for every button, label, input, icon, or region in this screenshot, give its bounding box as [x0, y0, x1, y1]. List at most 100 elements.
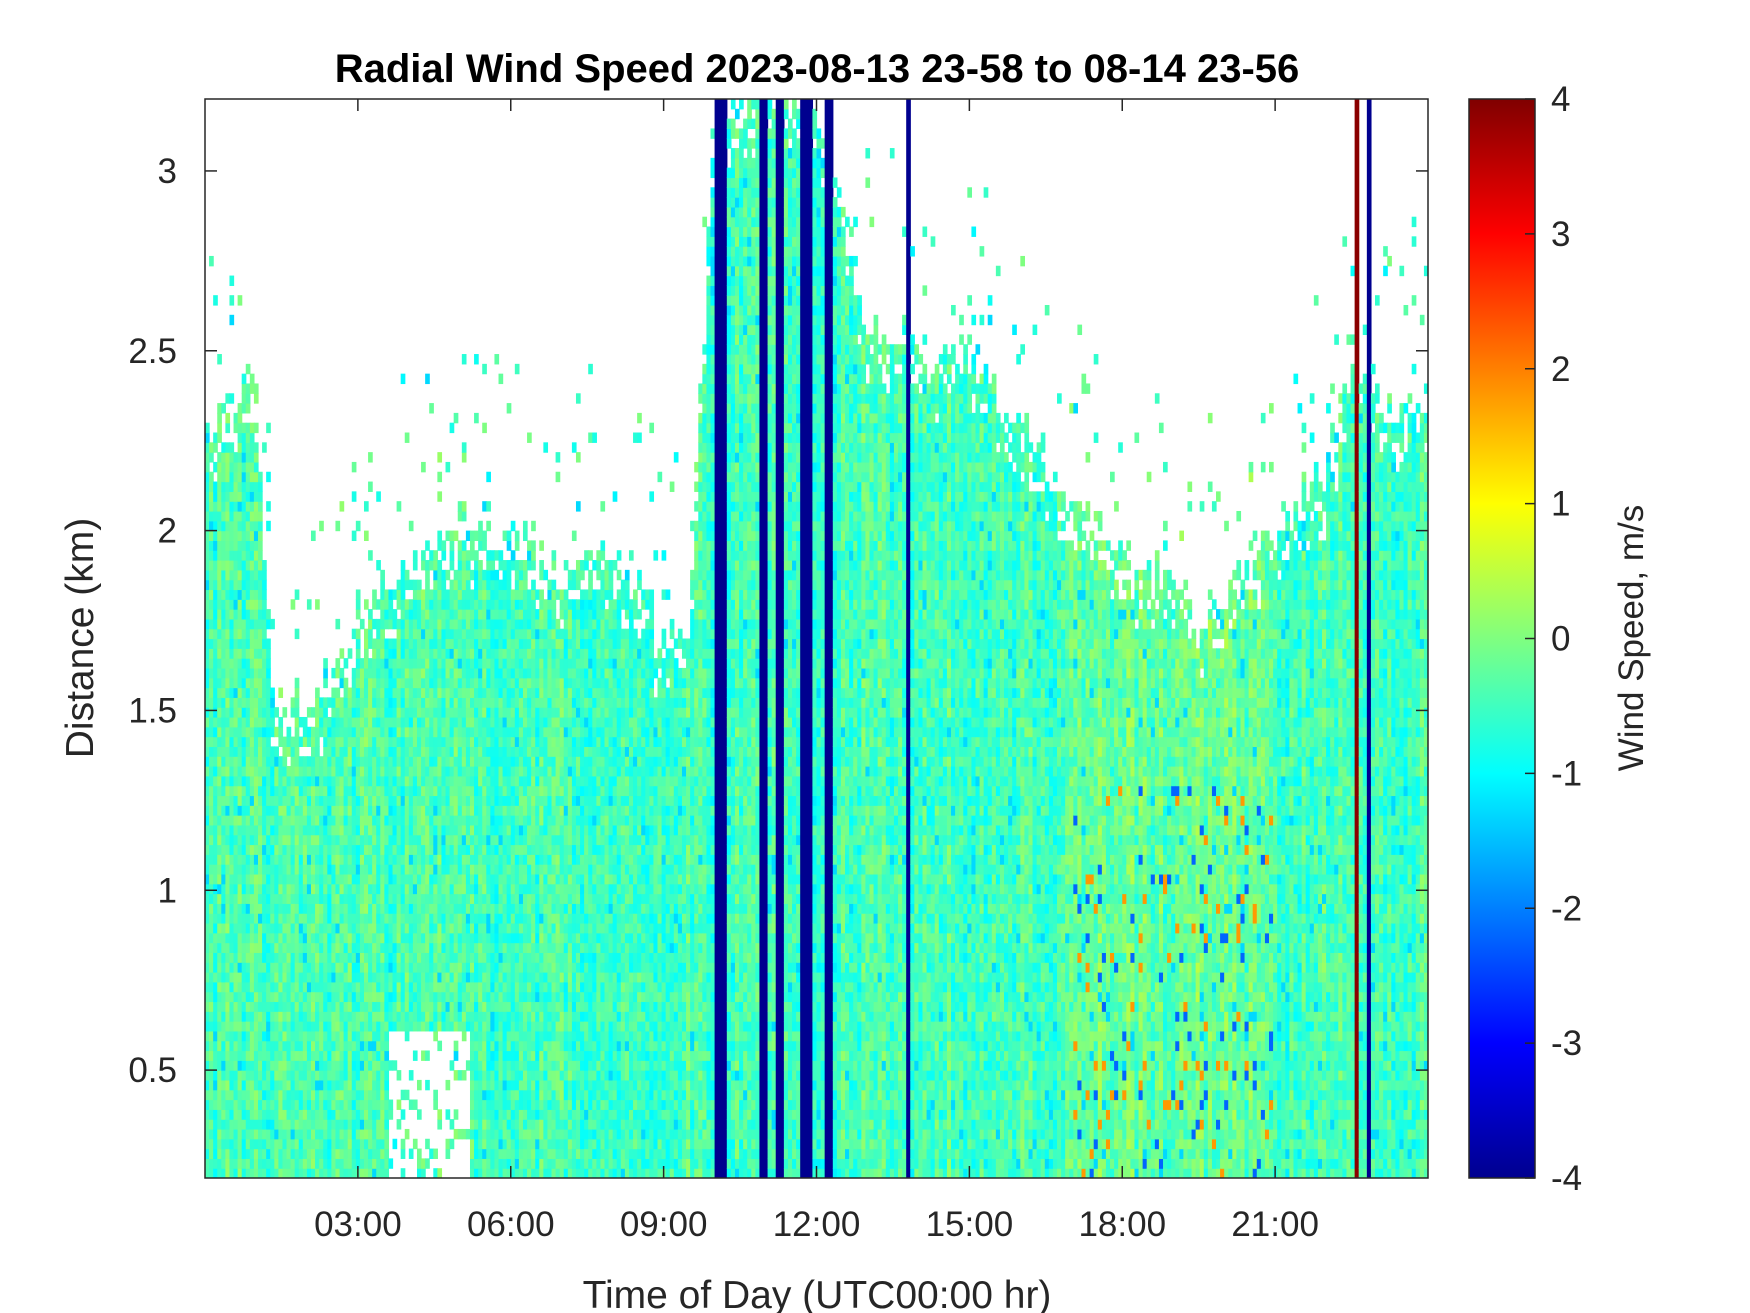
heatmap-cell — [359, 697, 365, 708]
heatmap-cell — [302, 824, 308, 836]
heatmap-cell — [429, 599, 434, 610]
heatmap-cell — [229, 1099, 235, 1110]
heatmap-cell — [535, 805, 540, 816]
heatmap-cell — [457, 579, 463, 591]
heatmap-cell — [217, 1060, 222, 1071]
heatmap-cell — [225, 1040, 231, 1052]
heatmap-cell — [347, 1001, 353, 1012]
heatmap-cell — [306, 1109, 312, 1120]
heatmap-cell — [531, 824, 536, 836]
heatmap-cell — [270, 618, 275, 630]
heatmap-cell — [465, 795, 471, 806]
heatmap-cell — [347, 932, 353, 944]
heatmap-cell — [319, 854, 324, 865]
heatmap-cell — [506, 785, 512, 797]
heatmap-cell — [241, 471, 247, 483]
heatmap-cell — [543, 1158, 549, 1169]
heatmap-cell — [421, 873, 426, 885]
heatmap-cell — [441, 932, 447, 944]
heatmap-cell — [469, 805, 475, 816]
heatmap-cell — [494, 1089, 500, 1101]
heatmap-cell — [469, 1119, 475, 1130]
heatmap-cell — [262, 569, 267, 581]
heatmap-cell — [396, 667, 402, 679]
heatmap-cell — [205, 1158, 210, 1169]
heatmap-cell — [416, 834, 422, 846]
heatmap-cell — [315, 815, 320, 826]
heatmap-cell — [213, 1128, 218, 1140]
heatmap-cell — [376, 942, 381, 953]
heatmap-cell — [335, 1119, 341, 1130]
heatmap-cell — [249, 1119, 255, 1130]
heatmap-cell — [388, 648, 394, 659]
heatmap-cell — [380, 785, 385, 797]
heatmap-cell — [302, 873, 308, 885]
heatmap-cell — [425, 697, 430, 708]
heatmap-cell — [355, 991, 361, 1003]
heatmap-cell — [209, 707, 214, 718]
heatmap-cell — [323, 658, 328, 669]
heatmap-cell — [306, 972, 312, 983]
heatmap-cell — [392, 697, 398, 708]
heatmap-cell — [486, 981, 491, 993]
heatmap-cell — [351, 1060, 357, 1071]
heatmap-cell — [294, 746, 300, 757]
heatmap-cell — [209, 1138, 214, 1150]
heatmap-cell — [531, 1021, 536, 1032]
heatmap-cell — [327, 785, 332, 797]
heatmap-cell — [437, 785, 443, 797]
heatmap-cell — [461, 354, 467, 365]
heatmap-cell — [478, 1168, 483, 1178]
heatmap-cell — [372, 716, 377, 728]
heatmap-cell — [461, 1070, 467, 1081]
heatmap-cell — [351, 716, 357, 728]
heatmap-cell — [421, 599, 426, 610]
heatmap-cell — [482, 687, 487, 698]
heatmap-cell — [209, 1079, 214, 1091]
heatmap-cell — [266, 658, 271, 669]
heatmap-cell — [363, 756, 369, 767]
heatmap-cell — [274, 903, 279, 914]
heatmap-cell — [262, 1168, 267, 1178]
heatmap-cell — [327, 1070, 332, 1081]
heatmap-cell — [205, 491, 210, 502]
heatmap-cell — [323, 922, 328, 934]
heatmap-cell — [547, 1089, 553, 1101]
heatmap-cell — [233, 756, 239, 767]
heatmap-cell — [425, 677, 430, 689]
heatmap-cell — [465, 618, 471, 630]
heatmap-cell — [221, 403, 226, 414]
heatmap-cell — [298, 766, 304, 777]
heatmap-cell — [343, 1050, 349, 1061]
heatmap-cell — [221, 560, 226, 571]
heatmap-cell — [351, 1158, 357, 1169]
heatmap-cell — [518, 658, 524, 669]
heatmap-cell — [217, 893, 222, 904]
heatmap-cell — [335, 854, 341, 865]
heatmap-cell — [213, 510, 218, 522]
heatmap-cell — [368, 677, 373, 689]
heatmap-cell — [539, 1089, 544, 1101]
heatmap-cell — [449, 618, 455, 630]
heatmap-cell — [543, 805, 549, 816]
heatmap-cell — [461, 795, 467, 806]
heatmap-cell — [323, 1050, 328, 1061]
heatmap-cell — [233, 697, 239, 708]
heatmap-cell — [368, 805, 373, 816]
heatmap-cell — [310, 873, 316, 885]
heatmap-cell — [510, 952, 516, 963]
heatmap-cell — [286, 932, 292, 944]
heatmap-cell — [490, 1070, 496, 1081]
heatmap-cell — [453, 932, 459, 944]
heatmap-cell — [449, 716, 455, 728]
heatmap-cell — [539, 687, 544, 698]
heatmap-cell — [482, 638, 487, 649]
heatmap-cell — [518, 805, 524, 816]
heatmap-cell — [474, 1099, 479, 1110]
heatmap-cell — [425, 932, 430, 944]
heatmap-cell — [502, 795, 508, 806]
heatmap-cell — [225, 1011, 231, 1022]
heatmap-cell — [490, 775, 496, 787]
heatmap-cell — [514, 952, 520, 963]
heatmap-cell — [392, 952, 398, 963]
